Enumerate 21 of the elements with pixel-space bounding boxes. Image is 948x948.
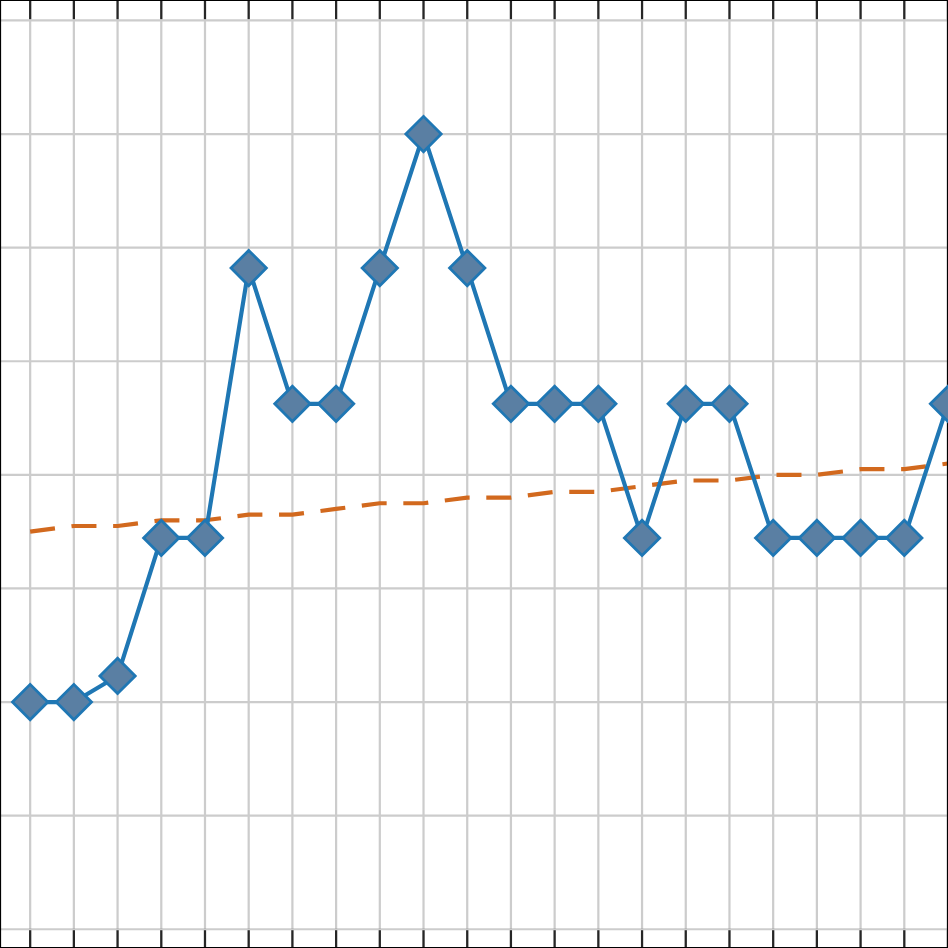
- point: [491, 384, 530, 423]
- point: [579, 384, 618, 423]
- point: [98, 656, 137, 695]
- point: [54, 682, 93, 722]
- point: [317, 384, 356, 423]
- point: [885, 518, 924, 557]
- point: [273, 384, 312, 423]
- point: [360, 249, 399, 288]
- point: [448, 249, 487, 288]
- point: [404, 114, 443, 154]
- point: [754, 518, 793, 557]
- point: [535, 384, 574, 423]
- point: [142, 518, 181, 557]
- point: [710, 384, 749, 423]
- point: [666, 384, 705, 423]
- point: [11, 682, 50, 722]
- point: [229, 249, 268, 288]
- point: [185, 518, 225, 557]
- point: [797, 518, 836, 557]
- point: [622, 518, 662, 557]
- point: [841, 518, 880, 557]
